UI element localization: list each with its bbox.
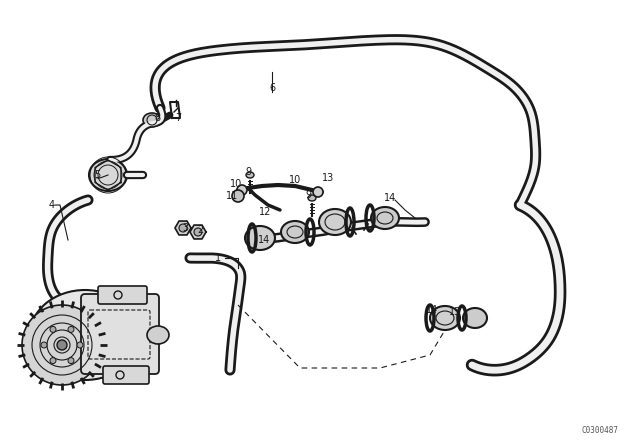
Ellipse shape — [371, 207, 399, 229]
Polygon shape — [175, 221, 191, 235]
FancyBboxPatch shape — [103, 366, 149, 384]
Text: 3: 3 — [182, 223, 188, 233]
Text: 1: 1 — [215, 253, 221, 263]
FancyBboxPatch shape — [81, 294, 159, 374]
Circle shape — [57, 340, 67, 350]
Text: 9: 9 — [245, 167, 251, 177]
Text: 8: 8 — [154, 113, 160, 123]
Ellipse shape — [143, 113, 161, 127]
Ellipse shape — [281, 221, 309, 243]
Circle shape — [179, 224, 187, 232]
Circle shape — [22, 305, 102, 385]
Text: 4: 4 — [49, 200, 55, 210]
Ellipse shape — [30, 290, 140, 380]
Text: 5: 5 — [94, 170, 100, 180]
FancyBboxPatch shape — [98, 286, 147, 304]
Text: 7: 7 — [175, 113, 181, 123]
Circle shape — [313, 187, 323, 197]
Ellipse shape — [89, 159, 127, 191]
Ellipse shape — [319, 209, 351, 235]
Circle shape — [68, 358, 74, 364]
Circle shape — [68, 327, 74, 332]
Text: 14: 14 — [258, 235, 270, 245]
Circle shape — [41, 342, 47, 348]
Ellipse shape — [246, 172, 254, 178]
Text: 14: 14 — [426, 305, 438, 315]
Ellipse shape — [463, 308, 487, 328]
Polygon shape — [190, 225, 206, 239]
Circle shape — [77, 342, 83, 348]
Text: 6: 6 — [269, 83, 275, 93]
Ellipse shape — [308, 195, 316, 201]
Text: 15: 15 — [449, 307, 461, 317]
Text: 13: 13 — [322, 173, 334, 183]
Circle shape — [232, 190, 244, 202]
Circle shape — [237, 185, 247, 195]
Circle shape — [50, 327, 56, 332]
Text: 11: 11 — [226, 191, 238, 201]
Ellipse shape — [245, 226, 275, 250]
Text: 14: 14 — [384, 193, 396, 203]
Ellipse shape — [430, 306, 460, 330]
Circle shape — [194, 228, 202, 236]
Text: 10: 10 — [289, 175, 301, 185]
Circle shape — [50, 358, 56, 364]
Ellipse shape — [147, 326, 169, 344]
Text: C0300487: C0300487 — [581, 426, 618, 435]
Text: 12: 12 — [259, 207, 271, 217]
Text: 10: 10 — [230, 179, 242, 189]
Text: 9: 9 — [305, 190, 311, 200]
Text: 2: 2 — [197, 225, 203, 235]
